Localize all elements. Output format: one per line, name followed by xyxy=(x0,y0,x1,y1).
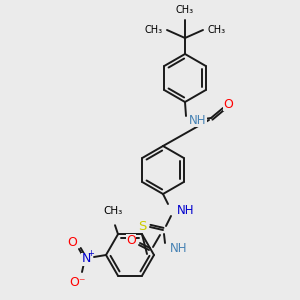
Text: O: O xyxy=(223,98,233,110)
Text: CH₃: CH₃ xyxy=(103,206,123,216)
Text: CH₃: CH₃ xyxy=(145,25,163,35)
Text: O⁻: O⁻ xyxy=(70,277,86,290)
Text: O: O xyxy=(67,236,77,248)
Text: N: N xyxy=(81,253,91,266)
Text: NH: NH xyxy=(189,113,206,127)
Text: CH₃: CH₃ xyxy=(176,5,194,15)
Text: NH: NH xyxy=(170,242,188,254)
Text: +: + xyxy=(88,250,94,259)
Text: O: O xyxy=(126,233,136,247)
Text: S: S xyxy=(138,220,146,232)
Text: CH₃: CH₃ xyxy=(207,25,225,35)
Text: NH: NH xyxy=(177,203,194,217)
